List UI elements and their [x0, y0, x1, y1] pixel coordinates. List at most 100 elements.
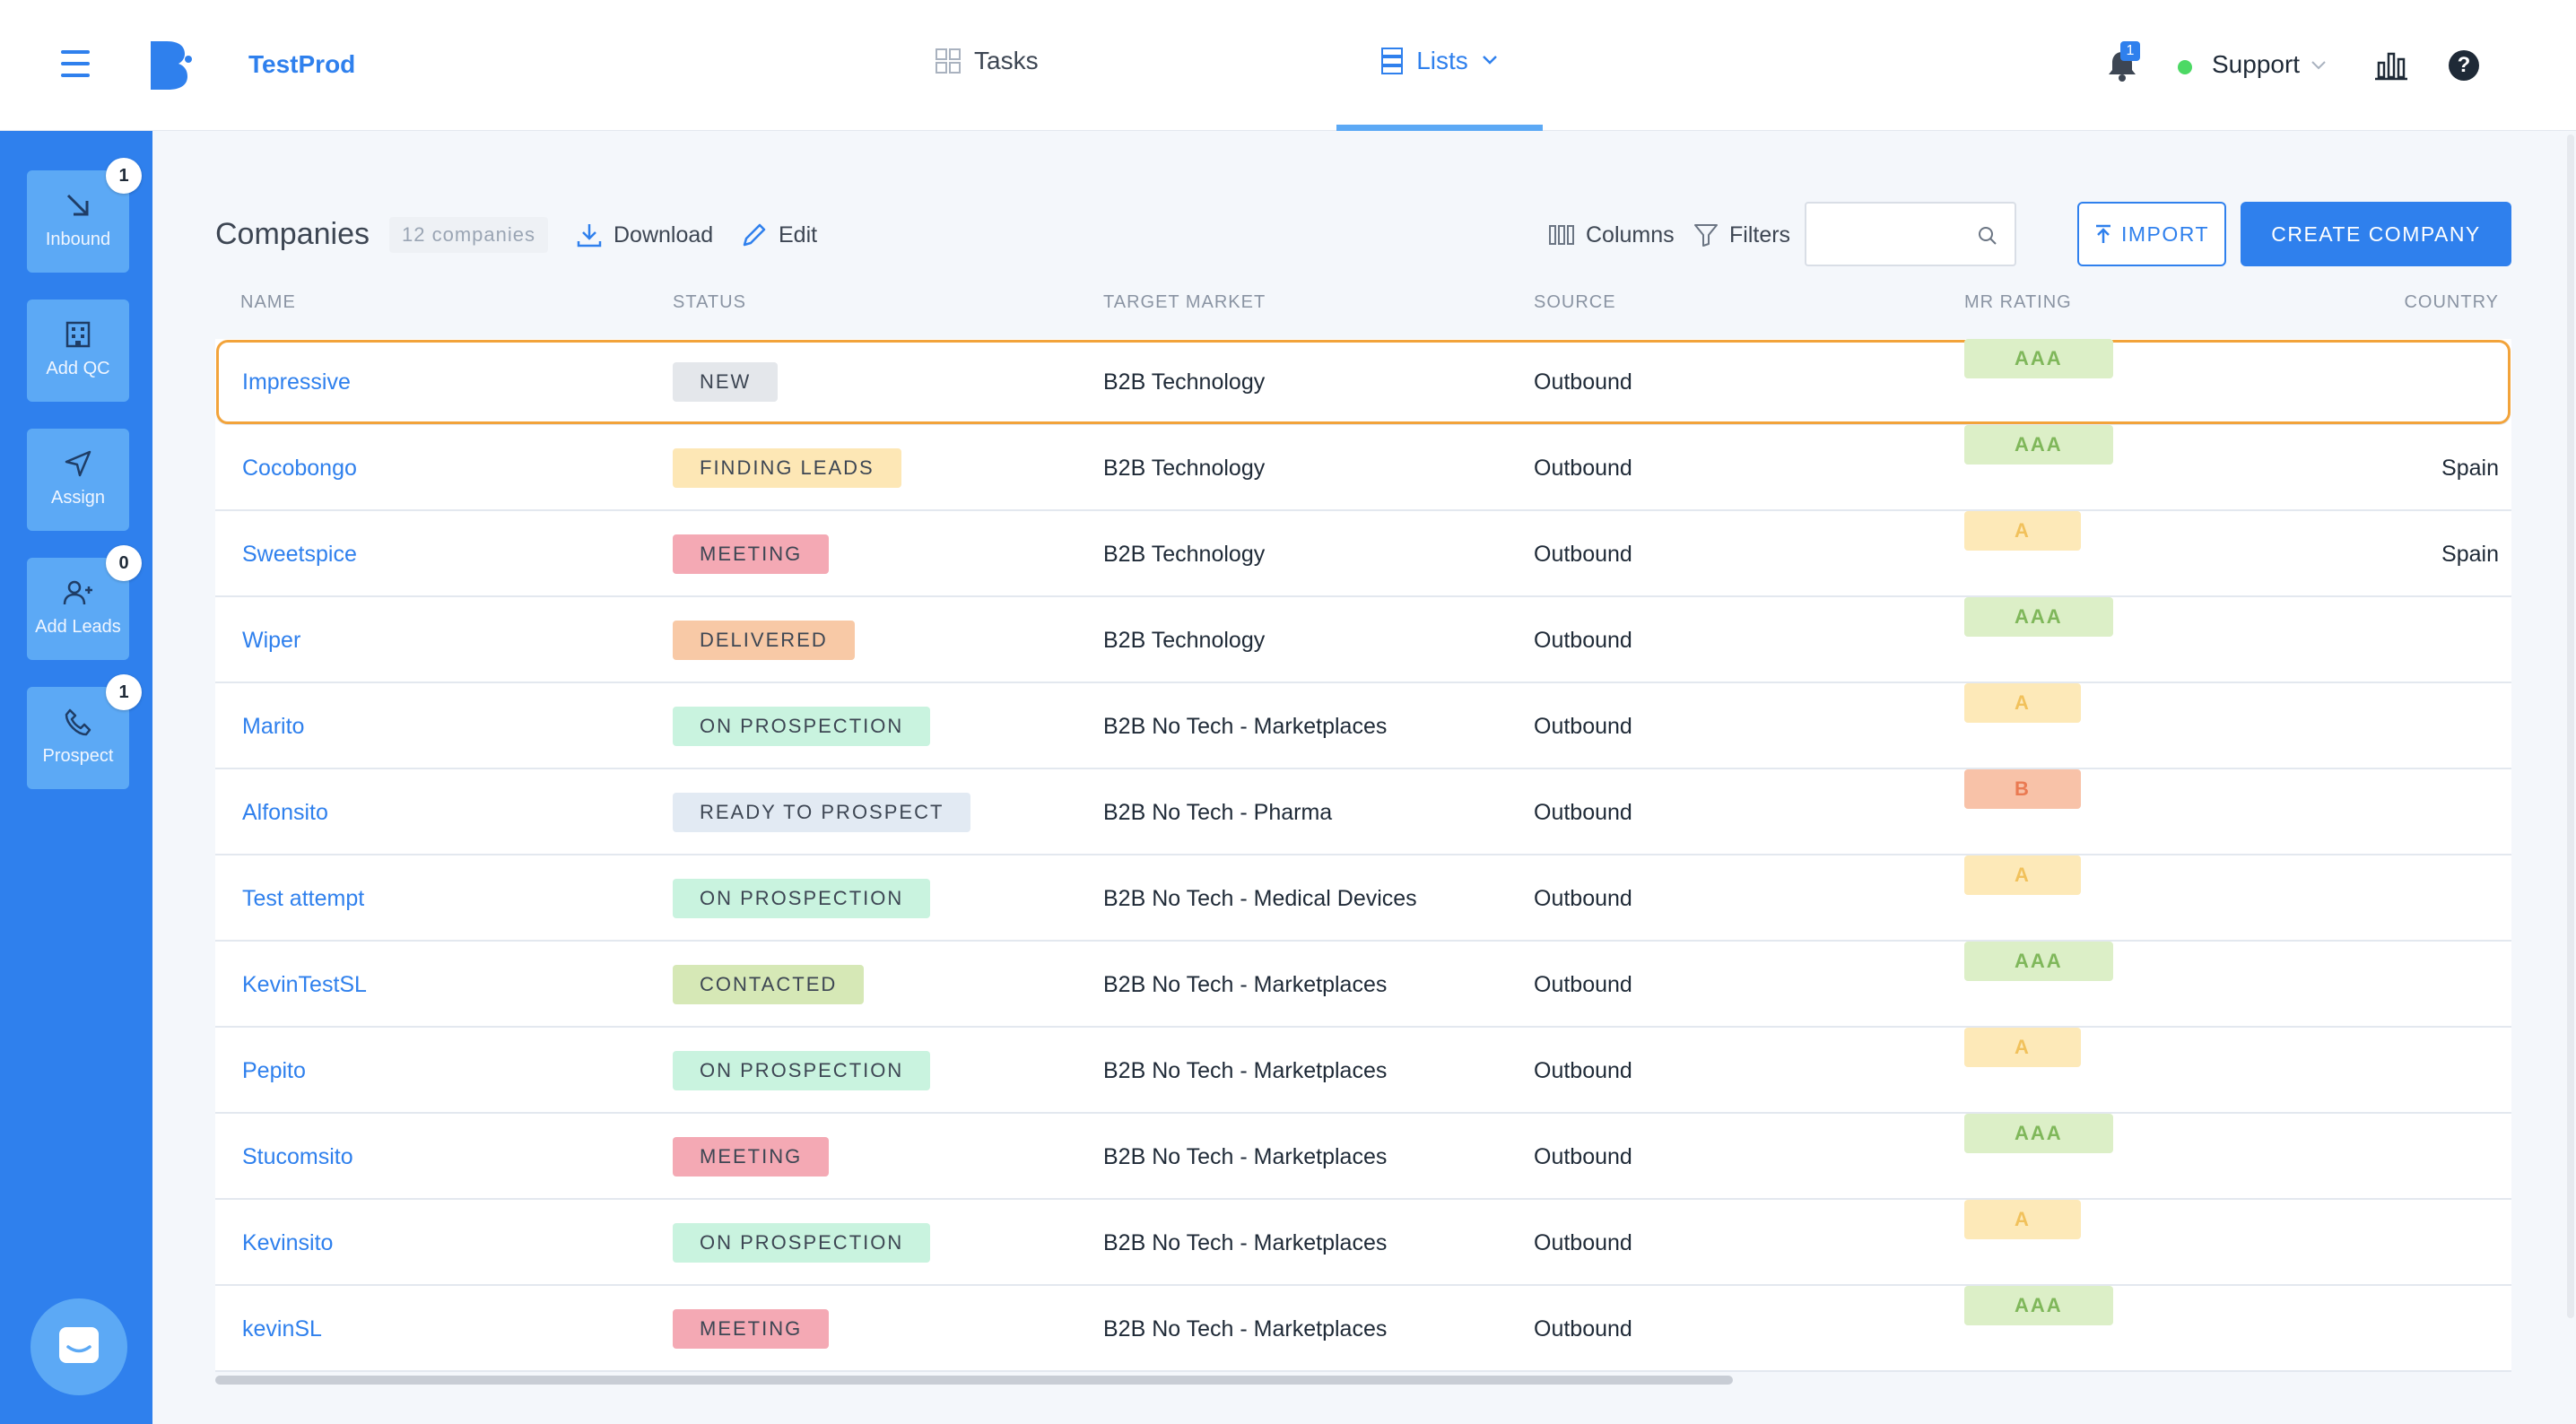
target-market-cell: B2B Technology	[1103, 455, 1266, 481]
column-header-country[interactable]: COUNTRY	[2404, 292, 2499, 312]
chevron-down-icon	[2311, 61, 2326, 70]
company-name-link[interactable]: Alfonsito	[242, 799, 328, 825]
rating-badge: A	[2015, 1036, 2031, 1058]
source-cell: Outbound	[1534, 1143, 1632, 1169]
import-button[interactable]: IMPORT	[2077, 202, 2226, 266]
status-badge[interactable]: ON PROSPECTION	[673, 1051, 931, 1090]
nav-lists[interactable]: Lists	[1336, 47, 1543, 131]
top-bar: TestProd Tasks Lists 1 Support	[0, 0, 2576, 131]
source-cell: Outbound	[1534, 885, 1632, 911]
status-badge[interactable]: NEW	[673, 362, 779, 402]
status-cell: ON PROSPECTION	[673, 683, 931, 769]
filters-button[interactable]: Filters	[1693, 215, 1790, 255]
status-badge[interactable]: DELIVERED	[673, 621, 855, 660]
chat-launcher[interactable]	[30, 1298, 127, 1395]
status-badge[interactable]: CONTACTED	[673, 965, 865, 1004]
horizontal-scrollbar[interactable]	[215, 1376, 1733, 1385]
status-cell: ON PROSPECTION	[673, 855, 931, 942]
company-name-link[interactable]: Cocobongo	[242, 455, 357, 481]
stats-icon[interactable]	[2375, 50, 2407, 81]
table-row[interactable]: Kevinsito ON PROSPECTION B2B No Tech - Mar…	[215, 1200, 2511, 1286]
source-cell: Outbound	[1534, 1229, 1632, 1255]
page-title: Companies	[215, 217, 370, 251]
sidebar-item-label: Assign	[50, 488, 106, 508]
column-header-name[interactable]: NAME	[240, 292, 296, 312]
table-row[interactable]: Sweetspice MEETING B2B Technology Outbound A…	[215, 511, 2511, 597]
rating-badge: A	[2015, 1208, 2031, 1230]
create-company-button[interactable]: CREATE COMPANY	[2241, 202, 2511, 266]
vertical-scrollbar[interactable]	[2567, 135, 2574, 1318]
company-name-link[interactable]: Sweetspice	[242, 541, 357, 567]
column-header-target-market[interactable]: TARGET MARKET	[1103, 292, 1266, 312]
logo[interactable]	[149, 39, 194, 91]
table-row[interactable]: Test attempt ON PROSPECTION B2B No Tech - …	[215, 855, 2511, 942]
company-name-link[interactable]: Impressive	[242, 369, 351, 395]
phone-icon	[65, 708, 91, 736]
column-header-status[interactable]: STATUS	[673, 292, 746, 312]
table-row[interactable]: KevinTestSL CONTACTED B2B No Tech - Market…	[215, 942, 2511, 1028]
edit-button[interactable]: Edit	[741, 215, 817, 255]
grid-icon	[936, 48, 961, 74]
nav-tasks[interactable]: Tasks	[935, 47, 1039, 75]
help-icon[interactable]: ?	[2449, 50, 2479, 81]
sidebar-item-label: Inbound	[45, 230, 111, 249]
table-row[interactable]: Stucomsito MEETING B2B No Tech - Marketpla…	[215, 1114, 2511, 1200]
company-name-link[interactable]: Stucomsito	[242, 1143, 353, 1169]
table-row[interactable]: Impressive NEW B2B Technology Outbound AAA	[215, 339, 2511, 425]
status-badge[interactable]: READY TO PROSPECT	[673, 793, 971, 832]
menu-icon[interactable]	[61, 50, 90, 77]
source-cell: Outbound	[1534, 713, 1632, 739]
table-row[interactable]: Cocobongo FINDING LEADS B2B Technology Outb…	[215, 425, 2511, 511]
status-badge[interactable]: MEETING	[673, 534, 830, 574]
notification-badge: 1	[2120, 41, 2140, 61]
company-name-link[interactable]: Pepito	[242, 1057, 306, 1083]
company-count-badge: 12 companies	[389, 217, 548, 253]
search-input[interactable]	[1817, 216, 1979, 252]
status-cell: ON PROSPECTION	[673, 1200, 931, 1286]
status-badge[interactable]: MEETING	[673, 1137, 830, 1177]
workspace-name[interactable]: TestProd	[248, 50, 356, 78]
company-name-link[interactable]: Test attempt	[242, 885, 365, 911]
status-badge[interactable]: MEETING	[673, 1309, 830, 1349]
sidebar-item-inbound[interactable]: Inbound 1	[27, 158, 142, 273]
company-name-link[interactable]: Kevinsito	[242, 1229, 334, 1255]
rating-cell: AAA	[1964, 425, 2113, 465]
company-name-link[interactable]: kevinSL	[242, 1315, 322, 1342]
rating-badge: A	[2015, 519, 2031, 542]
sidebar-item-add-leads[interactable]: Add Leads 0	[27, 545, 142, 660]
column-header-mr-rating[interactable]: MR RATING	[1964, 292, 2072, 312]
edit-label: Edit	[779, 221, 818, 247]
rating-badge: AAA	[2015, 1294, 2063, 1316]
status-badge[interactable]: ON PROSPECTION	[673, 707, 931, 746]
country-cell: Spain	[2441, 541, 2499, 567]
table-row[interactable]: Alfonsito READY TO PROSPECT B2B No Tech - …	[215, 769, 2511, 855]
target-market-cell: B2B No Tech - Marketplaces	[1103, 713, 1388, 739]
target-market-cell: B2B No Tech - Marketplaces	[1103, 1229, 1388, 1255]
sidebar-item-prospect[interactable]: Prospect 1	[27, 674, 142, 789]
send-icon	[65, 450, 91, 477]
status-badge[interactable]: FINDING LEADS	[673, 448, 901, 488]
target-market-cell: B2B Technology	[1103, 541, 1266, 567]
column-header-source[interactable]: SOURCE	[1534, 292, 1616, 312]
sidebar-item-add-qc[interactable]: Add QC	[27, 300, 129, 402]
sidebar: Inbound 1 Add QC Assign Add Leads 0 Pros…	[0, 131, 152, 1424]
columns-button[interactable]: Columns	[1548, 215, 1675, 255]
company-name-link[interactable]: Marito	[242, 713, 305, 739]
search-icon[interactable]	[1977, 225, 1998, 247]
table-row[interactable]: Pepito ON PROSPECTION B2B No Tech - Market…	[215, 1028, 2511, 1114]
user-menu[interactable]: Support	[2212, 50, 2327, 79]
target-market-cell: B2B Technology	[1103, 627, 1266, 653]
sidebar-item-assign[interactable]: Assign	[27, 429, 129, 531]
status-badge[interactable]: ON PROSPECTION	[673, 1223, 931, 1263]
table-row[interactable]: Wiper DELIVERED B2B Technology Outbound AAA	[215, 597, 2511, 683]
inbound-count-badge: 1	[106, 158, 142, 194]
company-name-link[interactable]: Wiper	[242, 627, 301, 653]
company-name-link[interactable]: KevinTestSL	[242, 971, 367, 997]
table-row[interactable]: Marito ON PROSPECTION B2B No Tech - Market…	[215, 683, 2511, 769]
table-row[interactable]: kevinSL MEETING B2B No Tech - Marketplaces…	[215, 1286, 2511, 1372]
search-field[interactable]	[1805, 202, 2016, 266]
status-badge[interactable]: ON PROSPECTION	[673, 879, 931, 918]
download-button[interactable]: Download	[576, 215, 713, 255]
arrow-down-right-icon	[66, 194, 89, 216]
import-label: IMPORT	[2120, 221, 2210, 246]
